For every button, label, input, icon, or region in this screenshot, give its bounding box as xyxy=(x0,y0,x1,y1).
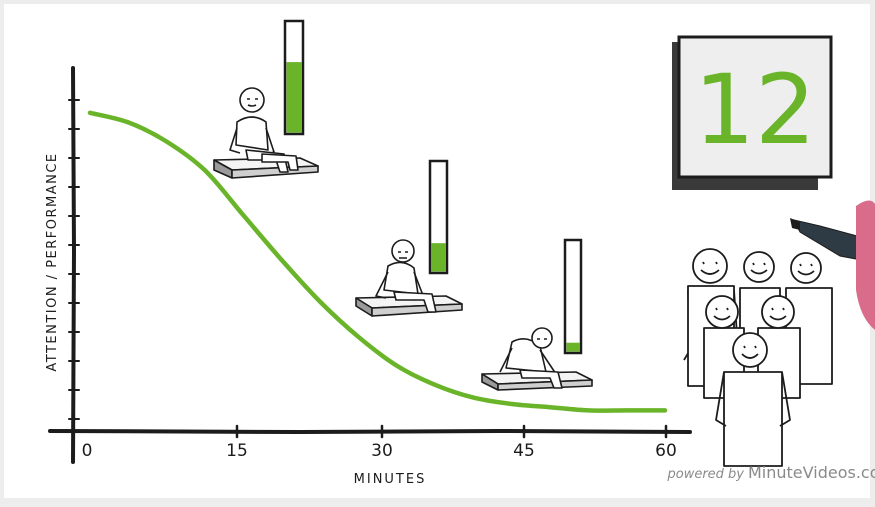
attention-gauge-mid xyxy=(428,159,449,275)
board-number: 12 xyxy=(694,54,816,166)
x-tick-label: 45 xyxy=(513,441,535,461)
x-tick-label: 30 xyxy=(371,441,393,461)
student-figure-icon xyxy=(213,87,319,179)
x-axis-line xyxy=(48,428,692,435)
marker-pen-icon xyxy=(790,200,875,330)
attention-curve xyxy=(87,110,668,413)
board-panel xyxy=(677,35,833,179)
y-axis-ticks xyxy=(68,99,80,420)
y-axis-line xyxy=(71,66,77,464)
x-tick-label: 15 xyxy=(226,441,248,461)
x-axis-label: MINUTES xyxy=(354,472,427,487)
student-figure-icon xyxy=(481,327,593,391)
attention-gauge-high xyxy=(283,19,305,136)
audience-group-icon xyxy=(683,248,833,467)
chart-axes xyxy=(48,66,692,464)
watermark-powered-by: powered by xyxy=(666,467,744,482)
number-board: 12 xyxy=(672,35,833,190)
x-tick-label: 0 xyxy=(82,441,93,461)
watermark-brand: MinuteVideos.com xyxy=(748,463,875,482)
attention-gauge-low xyxy=(563,238,583,355)
x-tick-labels: 0 15 30 45 60 xyxy=(82,441,677,461)
y-axis-label: ATTENTION / PERFORMANCE xyxy=(45,152,60,371)
student-figure-icon xyxy=(355,239,463,317)
x-axis-ticks xyxy=(235,424,668,439)
x-tick-label: 60 xyxy=(655,441,677,461)
